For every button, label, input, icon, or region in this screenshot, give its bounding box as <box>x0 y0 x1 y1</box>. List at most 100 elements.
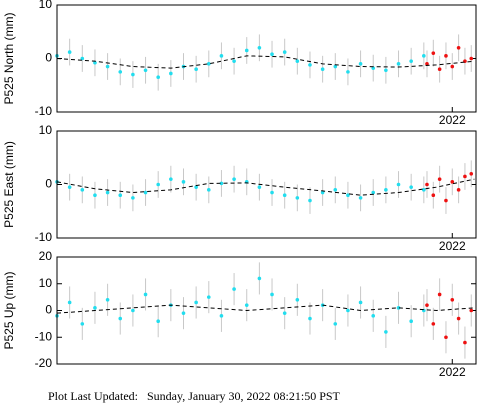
data-point <box>232 287 236 291</box>
data-point <box>257 276 262 281</box>
data-point <box>118 316 123 321</box>
data-point <box>232 177 236 181</box>
data-point <box>282 193 287 197</box>
data-point <box>67 50 72 54</box>
data-point <box>143 68 148 73</box>
data-point <box>396 62 401 66</box>
data-point <box>270 292 274 297</box>
x-tick-label: 2022 <box>439 113 466 127</box>
data-point <box>437 177 442 181</box>
y-tick-label: 20 <box>39 249 53 263</box>
data-point <box>463 174 467 179</box>
data-point <box>282 311 287 315</box>
y-tick-label: -10 <box>35 329 53 343</box>
data-point <box>118 70 123 74</box>
data-point <box>194 67 198 71</box>
data-point <box>371 190 376 195</box>
data-point <box>156 182 160 187</box>
model-line <box>56 304 475 314</box>
data-point <box>320 67 325 71</box>
plot-frame <box>56 256 477 365</box>
data-point <box>105 190 110 195</box>
data-point <box>456 188 461 192</box>
data-point <box>131 308 135 313</box>
data-point <box>463 340 467 345</box>
data-point <box>437 292 442 297</box>
data-point <box>456 316 461 321</box>
data-point <box>456 46 461 50</box>
data-point <box>244 303 249 307</box>
data-point <box>194 300 198 305</box>
data-point <box>169 71 173 76</box>
data-point <box>67 300 72 305</box>
data-point <box>469 56 474 61</box>
data-point <box>194 185 198 189</box>
x-tick-label: 2022 <box>439 239 466 253</box>
data-point <box>450 64 455 69</box>
data-point <box>384 330 388 334</box>
data-point <box>282 50 287 54</box>
data-point <box>206 295 211 299</box>
data-point <box>444 54 448 58</box>
data-point <box>181 311 186 315</box>
data-point <box>131 196 135 200</box>
data-point <box>444 198 448 203</box>
data-point <box>295 298 300 302</box>
data-point <box>270 190 274 195</box>
data-point <box>409 185 413 189</box>
data-point <box>384 188 388 192</box>
data-point <box>437 67 442 71</box>
data-point <box>469 308 474 313</box>
data-point <box>308 316 312 321</box>
data-point <box>308 63 312 67</box>
data-point <box>425 182 429 187</box>
data-point <box>143 292 148 297</box>
data-point <box>384 68 388 73</box>
y-tick-label: -10 <box>35 230 53 244</box>
y-tick-label: -10 <box>35 104 53 118</box>
plot-frame <box>56 130 477 239</box>
model-line <box>56 55 475 69</box>
y-tick-label: 10 <box>39 0 53 11</box>
data-point <box>80 56 85 61</box>
data-point <box>257 185 262 189</box>
data-point <box>295 59 300 63</box>
data-point <box>371 66 376 70</box>
data-point <box>358 300 363 305</box>
plot-frame <box>56 4 477 113</box>
data-point <box>80 188 85 192</box>
data-point <box>450 180 455 184</box>
data-point <box>431 193 436 197</box>
data-point <box>270 52 274 57</box>
data-point <box>244 48 249 53</box>
model-line <box>56 178 475 196</box>
data-point <box>80 322 85 326</box>
data-point <box>333 188 338 192</box>
y-axis-label: P525 Up (mm) <box>2 271 16 349</box>
data-point <box>169 177 173 181</box>
data-point <box>396 306 401 310</box>
y-tick-label: 10 <box>39 276 53 290</box>
data-point <box>422 188 426 192</box>
y-tick-label: 10 <box>39 123 53 137</box>
data-point <box>219 314 224 318</box>
data-point <box>358 62 363 66</box>
data-point <box>444 335 448 340</box>
data-point <box>118 193 123 197</box>
data-point <box>358 196 363 200</box>
data-point <box>181 180 186 184</box>
x-tick-label: 2022 <box>439 365 466 379</box>
data-point <box>156 75 160 80</box>
data-point <box>93 193 97 197</box>
data-point <box>396 182 401 187</box>
footer: Plot Last Updated: Sunday, January 30, 2… <box>48 389 341 403</box>
data-point <box>371 314 376 318</box>
data-point <box>409 319 413 324</box>
data-point <box>346 70 350 74</box>
data-point <box>105 64 110 69</box>
data-point <box>257 46 262 50</box>
data-point <box>425 62 429 66</box>
data-point <box>143 190 148 195</box>
y-axis-label: P525 East (mm) <box>2 141 16 228</box>
